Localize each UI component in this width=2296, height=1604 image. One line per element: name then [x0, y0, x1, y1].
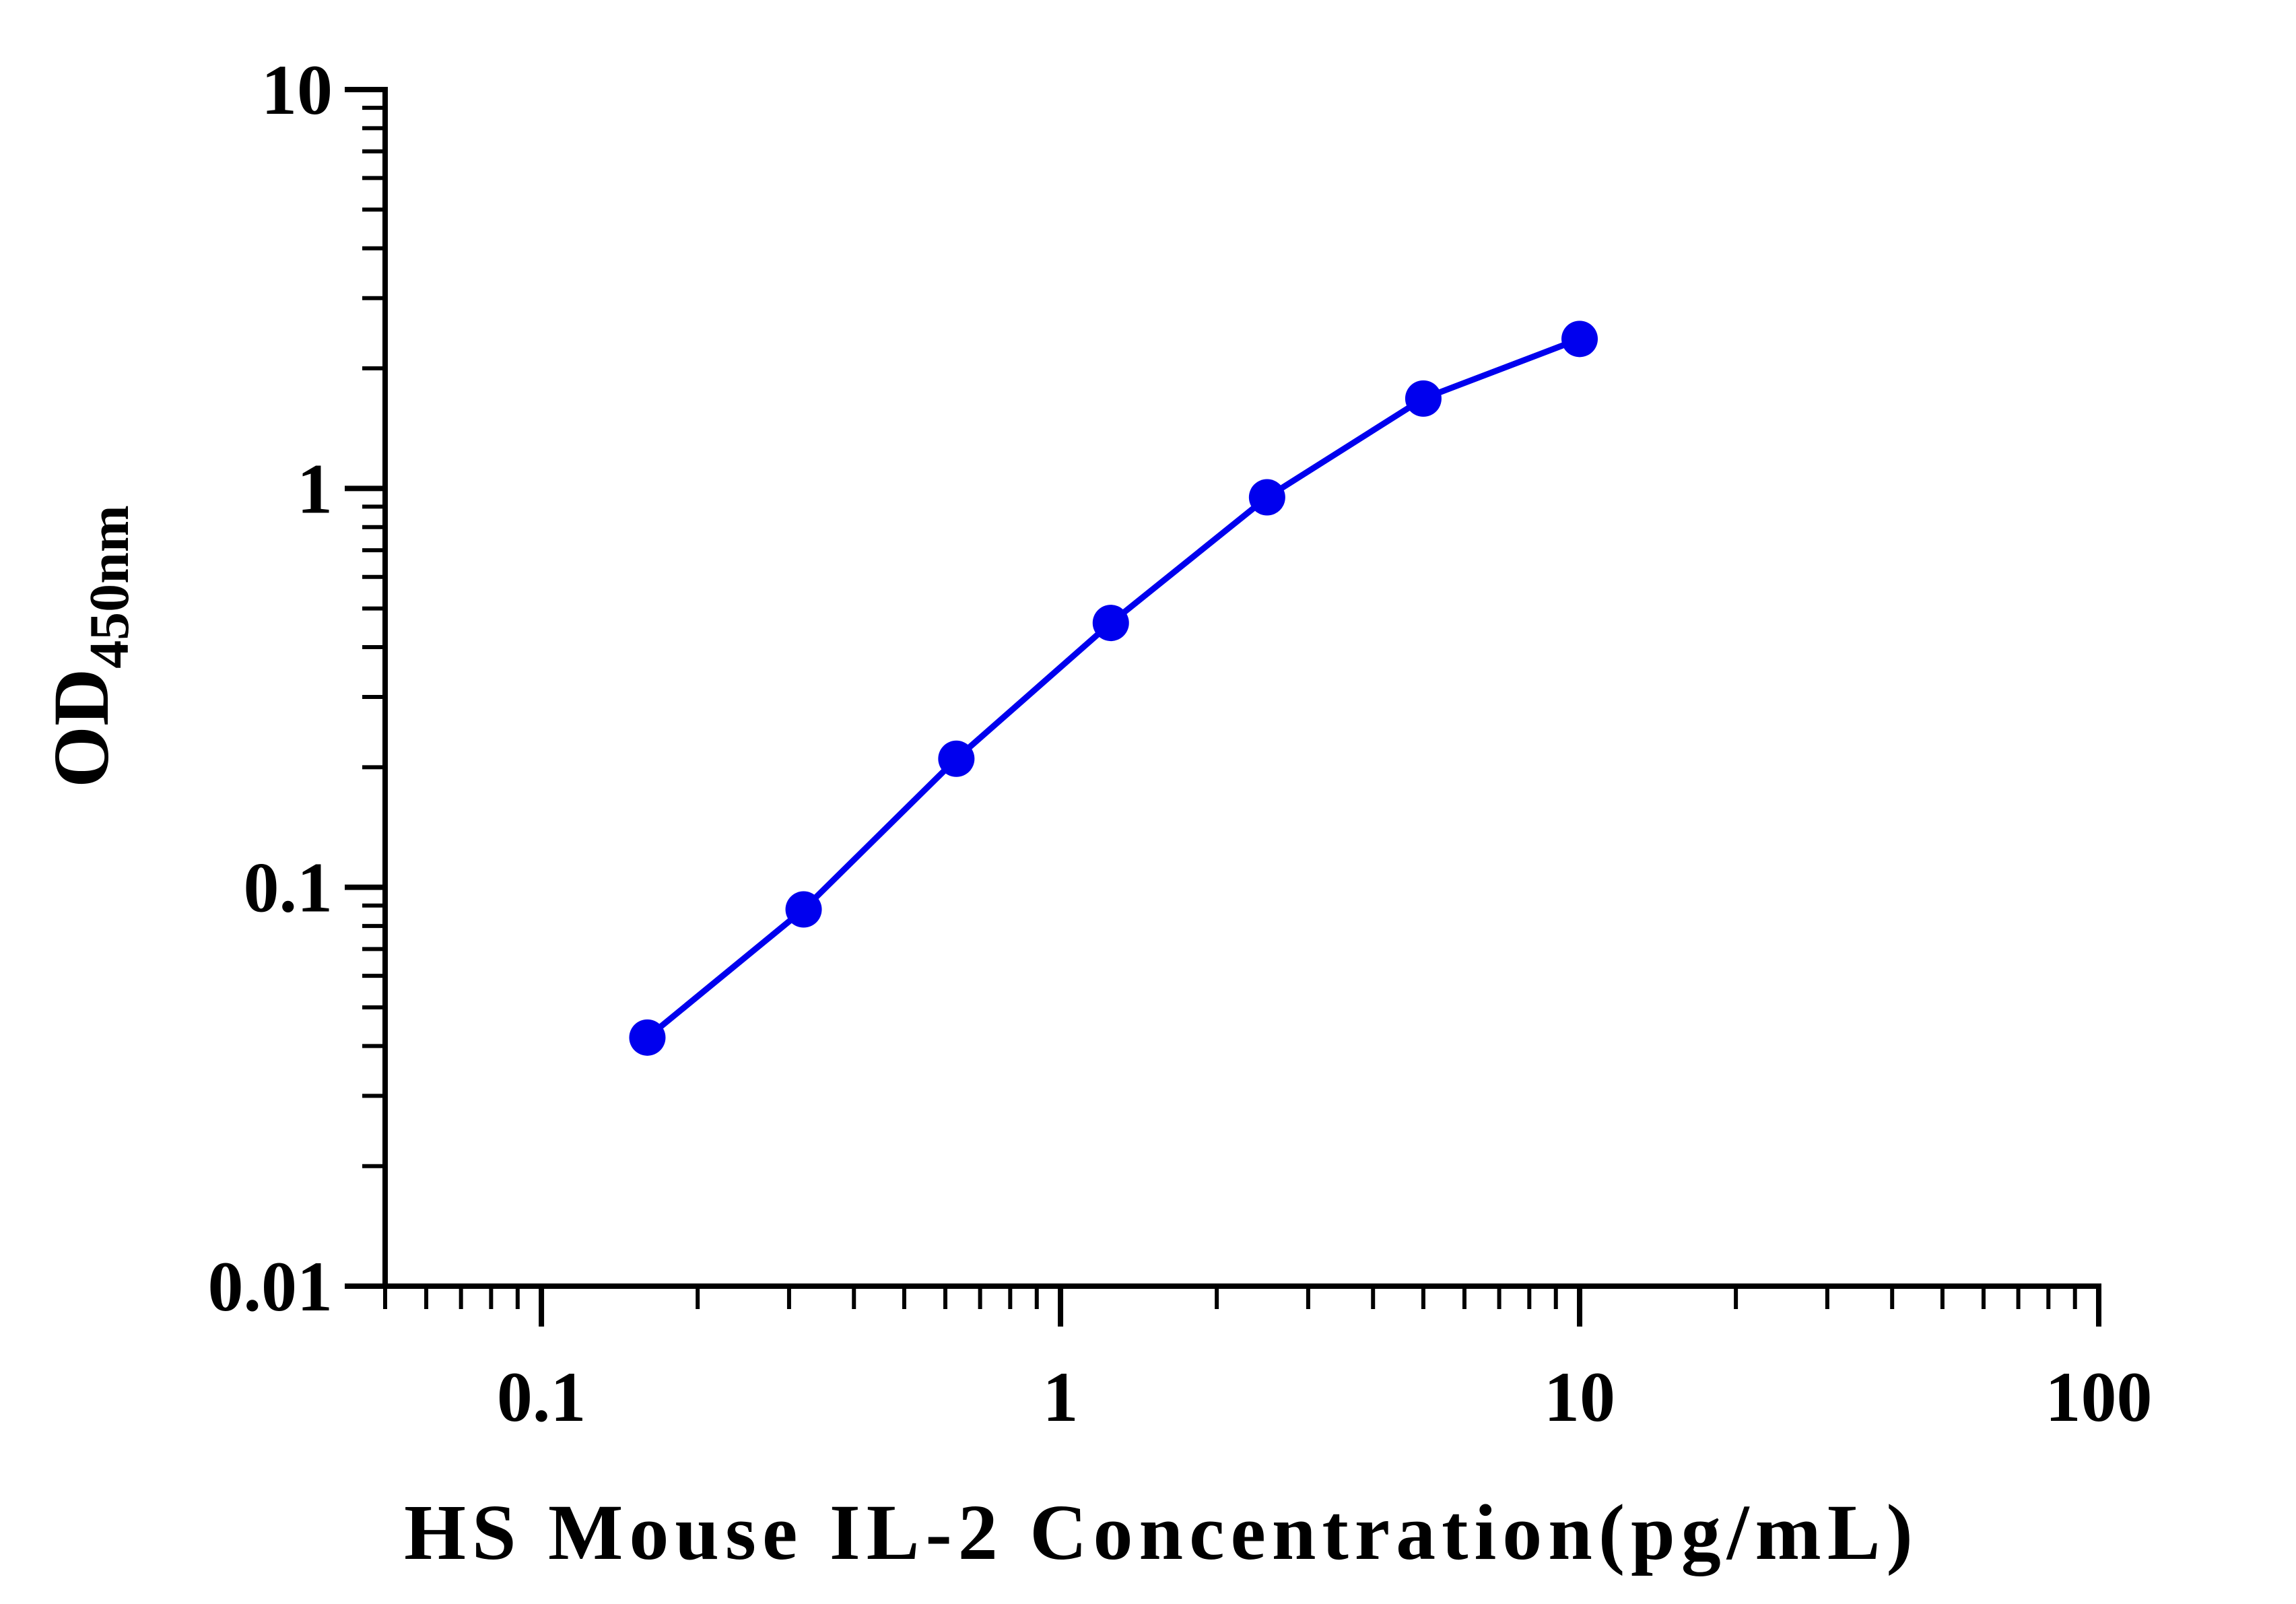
- y-axis-title-main: OD: [37, 669, 125, 788]
- y-tick-labels: 0.01 0.1 1 10: [208, 51, 333, 1326]
- data-point: [1092, 605, 1129, 642]
- y-tick-label: 0.1: [244, 848, 333, 927]
- y-tick-label: 0.01: [208, 1247, 333, 1326]
- data-point: [785, 891, 822, 928]
- y-tick-label: 1: [297, 449, 333, 528]
- data-point: [1561, 321, 1598, 358]
- data-point: [938, 740, 975, 777]
- x-tick-labels: 0.1 1 10 100: [497, 1358, 2153, 1436]
- x-major-ticks: [539, 1286, 2101, 1327]
- data-point: [629, 1019, 666, 1056]
- data-point: [1248, 479, 1285, 516]
- x-tick-label: 0.1: [497, 1358, 586, 1436]
- x-tick-label: 10: [1544, 1358, 1615, 1436]
- y-minor-ticks: [362, 106, 385, 1168]
- x-axis-title: HS Mouse IL-2 Concentration(pg/mL): [404, 1488, 1919, 1576]
- y-major-ticks: [345, 87, 385, 1289]
- series-layer: [629, 321, 1598, 1056]
- series-line: [645, 336, 1581, 1040]
- data-point: [1405, 380, 1442, 417]
- y-tick-label: 10: [261, 51, 333, 129]
- y-axis-title-subscript: 450nm: [78, 505, 141, 669]
- x-tick-label: 100: [2046, 1358, 2153, 1436]
- axes: 0.01 0.1 1 10 0.1 1 10 100: [208, 51, 2153, 1436]
- x-tick-label: 1: [1043, 1358, 1079, 1436]
- x-minor-ticks: [383, 1286, 2077, 1309]
- y-axis-title: OD450nm: [37, 505, 141, 788]
